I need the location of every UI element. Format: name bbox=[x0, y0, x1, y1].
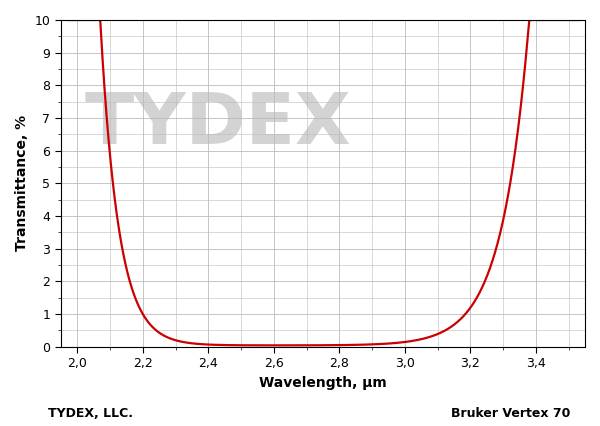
X-axis label: Wavelength, μm: Wavelength, μm bbox=[259, 376, 387, 390]
Text: TYDEX: TYDEX bbox=[85, 90, 352, 159]
Text: TYDEX, LLC.: TYDEX, LLC. bbox=[48, 406, 133, 420]
Text: Bruker Vertex 70: Bruker Vertex 70 bbox=[451, 406, 570, 420]
Y-axis label: Transmittance, %: Transmittance, % bbox=[15, 115, 29, 251]
